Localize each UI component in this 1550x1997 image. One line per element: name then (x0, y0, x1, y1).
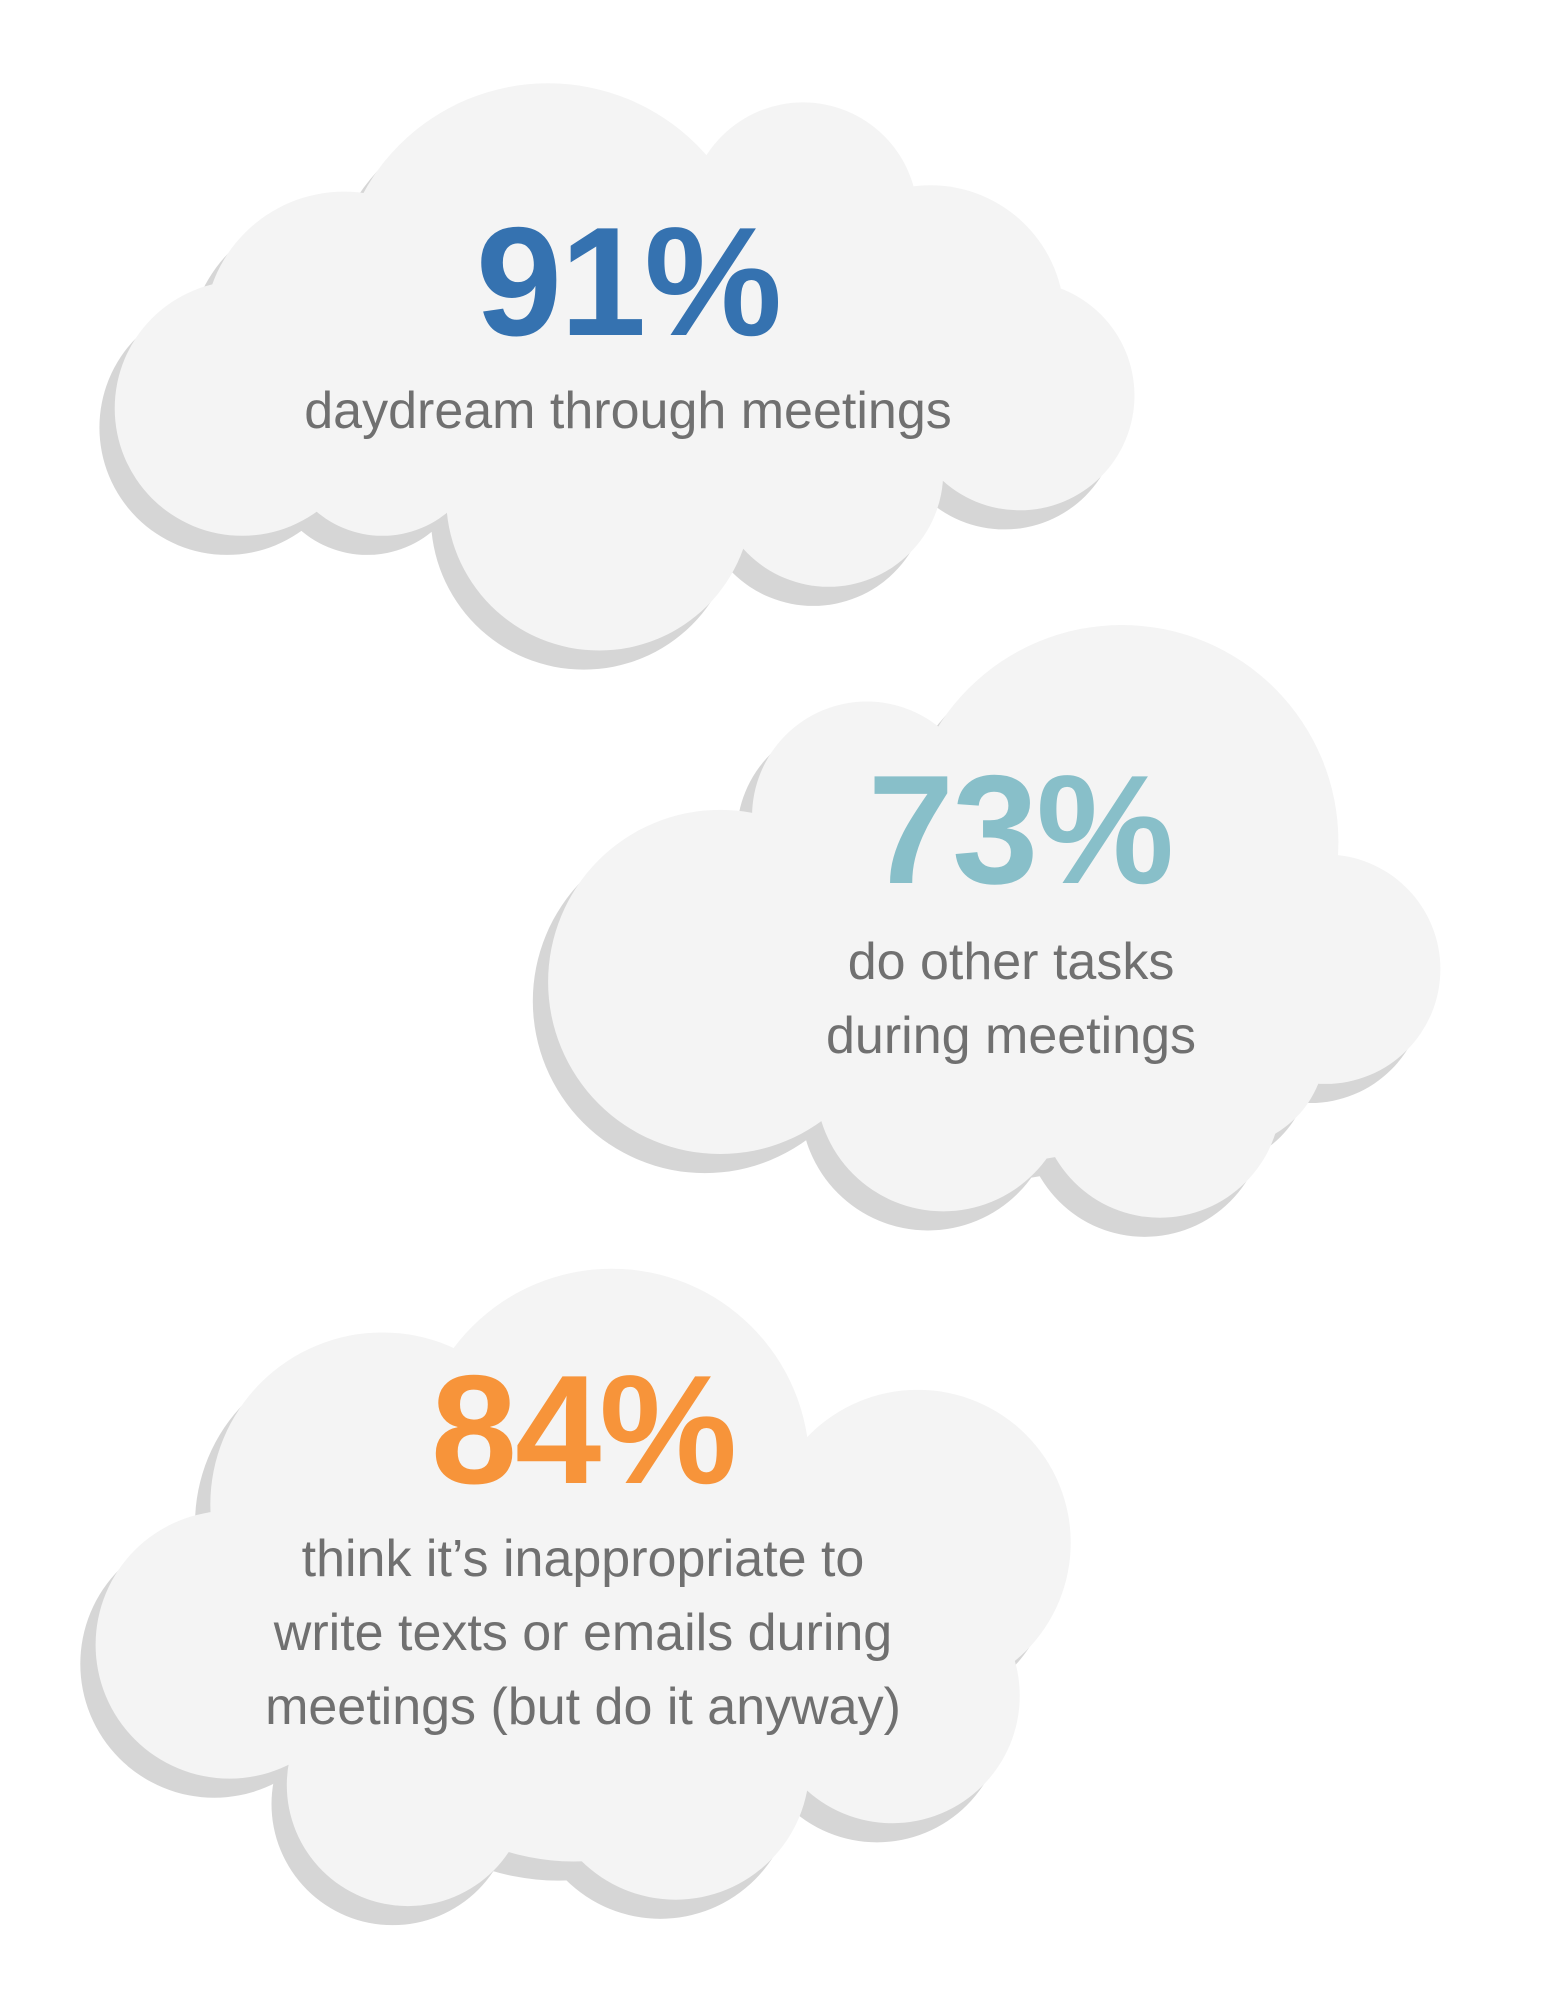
stat-description-2: do other tasks during meetings (561, 925, 1461, 1073)
description-line: daydream through meetings (304, 382, 952, 440)
stat-value-2: 73% (867, 743, 1174, 916)
description-line: during meetings (826, 1007, 1196, 1065)
description-line: meetings (but do it anyway) (265, 1678, 901, 1736)
description-line: write texts or emails during (273, 1604, 893, 1662)
description-line: do other tasks (847, 933, 1175, 991)
cloud-2 (548, 625, 1441, 1218)
stat-value-3: 84% (430, 1343, 737, 1516)
stat-description-1: daydream through meetings (178, 374, 1078, 448)
stat-value-1: 91% (475, 195, 782, 368)
stat-description-3: think it’s inappropriate to write texts … (133, 1522, 1033, 1744)
description-line: think it’s inappropriate to (301, 1530, 865, 1588)
